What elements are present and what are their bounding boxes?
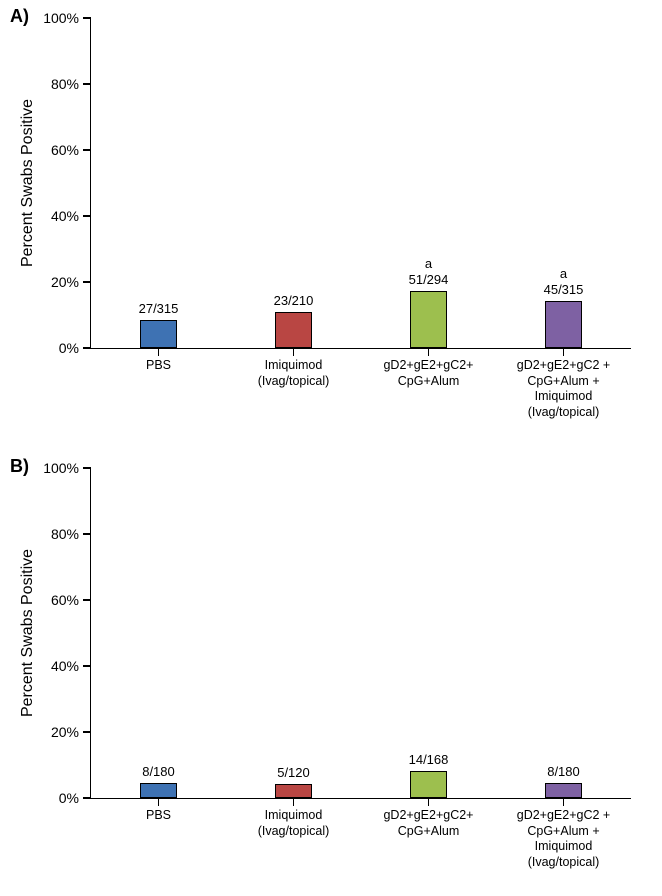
xtick xyxy=(428,798,430,806)
bar-significance: a xyxy=(369,256,489,271)
ytick-label: 20% xyxy=(51,274,79,290)
ytick xyxy=(83,347,91,349)
panel-a: A) Percent Swabs Positive 0%20%40%60%80%… xyxy=(0,0,662,450)
ytick-label: 100% xyxy=(43,10,79,26)
panel-b-plot: 0%20%40%60%80%100%8/180PBS5/120Imiquimod… xyxy=(90,468,631,799)
xlabel: gD2+gE2+gC2+CpG+Alum xyxy=(364,358,494,389)
bar xyxy=(140,783,178,798)
xlabel: gD2+gE2+gC2 +CpG+Alum +Imiquimod(Ivag/to… xyxy=(499,808,629,871)
ytick-label: 80% xyxy=(51,526,79,542)
ytick-label: 100% xyxy=(43,460,79,476)
panel-a-ylabel: Percent Swabs Positive xyxy=(18,18,38,348)
xlabel: gD2+gE2+gC2+CpG+Alum xyxy=(364,808,494,839)
xtick xyxy=(158,348,160,356)
ytick-label: 0% xyxy=(59,340,79,356)
panel-b-ylabel: Percent Swabs Positive xyxy=(18,468,38,798)
ytick xyxy=(83,533,91,535)
bar xyxy=(140,320,178,348)
bar-count-label: 45/315 xyxy=(504,282,624,297)
bar xyxy=(275,784,313,798)
bar-count-label: 51/294 xyxy=(369,272,489,287)
ytick xyxy=(83,281,91,283)
figure: A) Percent Swabs Positive 0%20%40%60%80%… xyxy=(0,0,662,896)
ytick-label: 60% xyxy=(51,142,79,158)
ytick-label: 40% xyxy=(51,658,79,674)
xlabel: Imiquimod(Ivag/topical) xyxy=(229,808,359,839)
bar xyxy=(275,312,313,348)
bar xyxy=(410,291,448,348)
bar xyxy=(545,301,583,348)
bar-count-label: 27/315 xyxy=(99,301,219,316)
xtick xyxy=(158,798,160,806)
xlabel: gD2+gE2+gC2 +CpG+Alum + Imiquimod(Ivag/t… xyxy=(499,358,629,421)
ytick xyxy=(83,797,91,799)
bar xyxy=(410,771,448,798)
xlabel: PBS xyxy=(94,358,224,374)
xtick xyxy=(428,348,430,356)
bar-count-label: 8/180 xyxy=(504,764,624,779)
bar-count-label: 8/180 xyxy=(99,764,219,779)
panel-a-plot: 0%20%40%60%80%100%27/315PBS23/210Imiquim… xyxy=(90,18,631,349)
ytick-label: 0% xyxy=(59,790,79,806)
xtick xyxy=(563,348,565,356)
bar-count-label: 23/210 xyxy=(234,293,354,308)
ytick-label: 40% xyxy=(51,208,79,224)
ytick xyxy=(83,665,91,667)
bar-count-label: 14/168 xyxy=(369,752,489,767)
bar xyxy=(545,783,583,798)
ytick xyxy=(83,149,91,151)
ytick xyxy=(83,467,91,469)
ytick xyxy=(83,215,91,217)
ytick xyxy=(83,731,91,733)
xtick xyxy=(563,798,565,806)
xtick xyxy=(293,348,295,356)
xlabel: Imiquimod (Ivag/topical) xyxy=(229,358,359,389)
ytick xyxy=(83,17,91,19)
ytick-label: 80% xyxy=(51,76,79,92)
ytick-label: 60% xyxy=(51,592,79,608)
ytick xyxy=(83,83,91,85)
panel-b: B) Percent Swabs Positive 0%20%40%60%80%… xyxy=(0,450,662,896)
bar-count-label: 5/120 xyxy=(234,765,354,780)
ytick xyxy=(83,599,91,601)
bar-significance: a xyxy=(504,266,624,281)
xtick xyxy=(293,798,295,806)
xlabel: PBS xyxy=(94,808,224,824)
ytick-label: 20% xyxy=(51,724,79,740)
